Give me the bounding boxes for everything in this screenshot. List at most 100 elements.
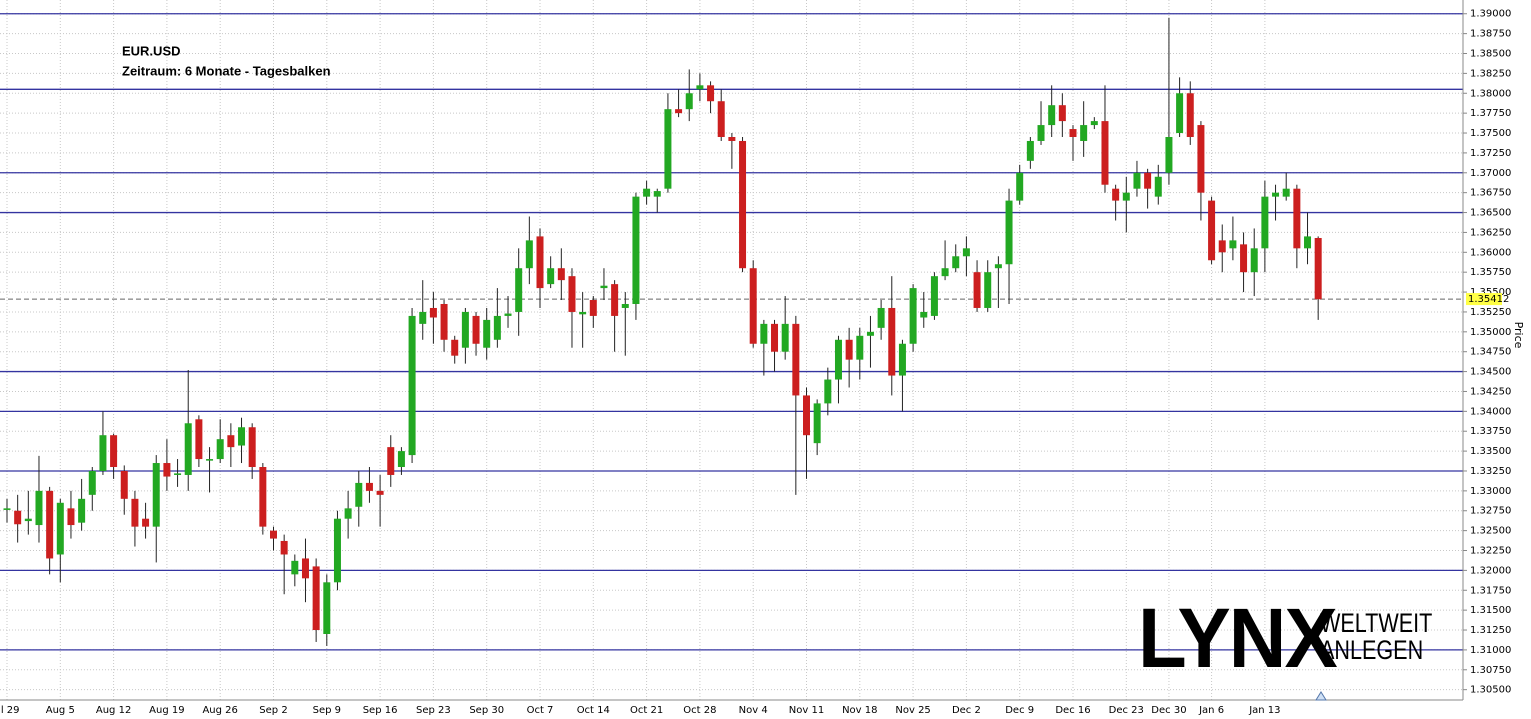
candle-body — [664, 109, 672, 189]
candle-body — [270, 530, 277, 539]
y-axis-label: Price — [1512, 322, 1525, 349]
y-tick-label: 1.37000 — [1470, 168, 1511, 179]
y-tick-label: 1.38000 — [1470, 88, 1511, 99]
candle-body — [1005, 200, 1013, 265]
y-tick-label: 1.33500 — [1470, 446, 1511, 457]
candle-body — [1080, 125, 1088, 141]
candle-body — [238, 427, 246, 446]
logo-brand: LYNX — [1138, 592, 1337, 685]
y-tick-label: 1.38500 — [1470, 49, 1511, 60]
candle-body — [440, 303, 448, 340]
x-tick-label: Dec 30 — [1151, 705, 1186, 716]
candle-body — [1101, 121, 1109, 185]
candle-body — [749, 268, 757, 344]
candle-body — [717, 101, 725, 138]
y-tick-label: 1.33750 — [1470, 426, 1511, 437]
candle-body — [131, 498, 139, 527]
candle-body — [483, 319, 491, 348]
candle-body — [813, 403, 821, 444]
candle-body — [1037, 125, 1045, 141]
candle-body — [579, 311, 587, 315]
candle-body — [653, 191, 661, 197]
y-tick-label: 1.39000 — [1470, 9, 1511, 20]
candle-body — [1154, 176, 1162, 197]
candle-body — [1112, 188, 1120, 201]
candle-body — [472, 315, 480, 344]
candle-body — [973, 272, 981, 308]
x-tick-label: Aug 26 — [202, 705, 237, 716]
candle-body — [1048, 105, 1056, 126]
candle-body — [792, 323, 800, 396]
candle-body — [675, 109, 683, 114]
candle-body — [387, 447, 395, 475]
candle-body — [1293, 188, 1301, 249]
candle-body — [1261, 196, 1269, 249]
candle-body — [35, 490, 43, 526]
y-tick-label: 1.36750 — [1470, 188, 1511, 199]
logo-line: ANLEGEN — [1320, 636, 1423, 666]
candle-body — [515, 268, 523, 312]
y-tick-label: 1.32750 — [1470, 506, 1511, 517]
candle-body — [930, 276, 938, 316]
candle-body — [88, 470, 96, 495]
candle-body — [376, 490, 384, 495]
x-tick-label: Sep 2 — [259, 705, 287, 716]
x-tick-label: Sep 30 — [469, 705, 504, 716]
candle-body — [600, 285, 608, 289]
candle-body — [941, 268, 949, 277]
candle-body — [195, 419, 203, 460]
candle-body — [451, 339, 459, 356]
x-tick-label: Jan 13 — [1248, 705, 1280, 716]
y-tick-label: 1.38250 — [1470, 68, 1511, 79]
candle-body — [142, 518, 150, 527]
y-tick-label: 1.34500 — [1470, 367, 1511, 378]
x-tick-label: Sep 9 — [313, 705, 341, 716]
candle-body — [1176, 93, 1184, 134]
y-tick-label: 1.32000 — [1470, 565, 1511, 576]
plot-area — [0, 0, 1463, 700]
y-tick-label: 1.36500 — [1470, 208, 1511, 219]
levels — [0, 13, 1463, 651]
y-tick-label: 1.36250 — [1470, 227, 1511, 238]
x-tick-label: Dec 9 — [1005, 705, 1034, 716]
x-tick-label: Nov 4 — [739, 705, 768, 716]
candle-body — [632, 196, 640, 304]
y-tick-label: 1.33250 — [1470, 466, 1511, 477]
candle-body — [291, 560, 299, 575]
x-tick-label: ul 29 — [0, 705, 20, 716]
x-tick-label: Sep 16 — [363, 705, 398, 716]
candle-body — [14, 510, 22, 525]
candle-body — [547, 268, 555, 285]
y-tick-label: 1.31750 — [1470, 585, 1511, 596]
candle-body — [1133, 172, 1141, 189]
candle-body — [46, 490, 54, 559]
candle-body — [323, 582, 331, 634]
x-tick-label: Dec 16 — [1055, 705, 1090, 716]
candle-body — [856, 335, 864, 360]
x-tick-label: Aug 5 — [46, 705, 75, 716]
scroll-marker — [1315, 691, 1327, 701]
candle-body — [1282, 188, 1290, 197]
candle-body — [493, 315, 501, 340]
candle-body — [621, 303, 629, 308]
candle-body — [365, 482, 373, 491]
candle-body — [1122, 192, 1130, 201]
candle-body — [3, 508, 11, 510]
candle-body — [1165, 137, 1173, 173]
x-tick-label: Oct 14 — [577, 705, 610, 716]
candle-body — [419, 311, 427, 324]
candle-body — [1090, 121, 1098, 126]
candle-body — [504, 313, 512, 316]
y-tick-label: 1.33000 — [1470, 486, 1511, 497]
candle-body — [803, 395, 810, 436]
candle-body — [163, 463, 171, 477]
candle-body — [557, 268, 565, 281]
candle-body — [174, 473, 182, 475]
candle-body — [1144, 172, 1152, 189]
y-tick-label: 1.35250 — [1470, 307, 1511, 318]
y-tick-label: 1.35000 — [1470, 327, 1511, 338]
candle-body — [643, 188, 651, 197]
y-tick-label: 1.34000 — [1470, 406, 1511, 417]
candle-body — [888, 307, 896, 376]
